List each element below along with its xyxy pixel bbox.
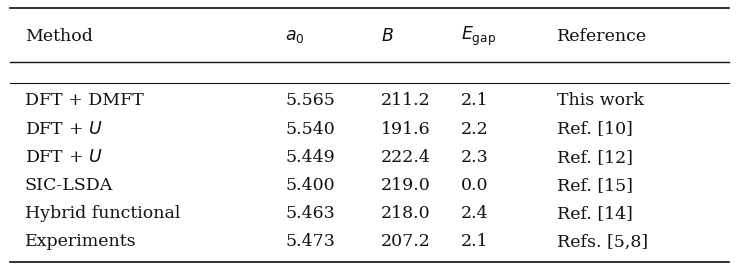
Text: 5.540: 5.540 [285,121,335,138]
Text: This work: This work [556,92,644,109]
Text: 207.2: 207.2 [381,234,430,250]
Text: SIC-LSDA: SIC-LSDA [25,177,113,194]
Text: Ref. [10]: Ref. [10] [556,121,633,138]
Text: Refs. [5,8]: Refs. [5,8] [556,234,647,250]
Text: 5.463: 5.463 [285,205,335,222]
Text: 5.400: 5.400 [285,177,335,194]
Text: 0.0: 0.0 [461,177,488,194]
Text: 218.0: 218.0 [381,205,430,222]
Text: Reference: Reference [556,28,647,45]
Text: Ref. [15]: Ref. [15] [556,177,633,194]
Text: DFT + $U$: DFT + $U$ [25,121,102,138]
Text: Method: Method [25,28,92,45]
Text: 2.3: 2.3 [461,149,489,166]
Text: 222.4: 222.4 [381,149,430,166]
Text: 2.1: 2.1 [461,234,488,250]
Text: DFT + $U$: DFT + $U$ [25,149,102,166]
Text: $a_0$: $a_0$ [285,28,304,45]
Text: DFT + DMFT: DFT + DMFT [25,92,143,109]
Text: 5.565: 5.565 [285,92,335,109]
Text: 211.2: 211.2 [381,92,430,109]
Text: Ref. [12]: Ref. [12] [556,149,633,166]
Text: 219.0: 219.0 [381,177,430,194]
Text: 2.4: 2.4 [461,205,488,222]
Text: 191.6: 191.6 [381,121,430,138]
Text: 5.449: 5.449 [285,149,335,166]
Text: 2.2: 2.2 [461,121,489,138]
Text: Hybrid functional: Hybrid functional [25,205,180,222]
Text: Experiments: Experiments [25,234,137,250]
Text: Ref. [14]: Ref. [14] [556,205,633,222]
Text: 2.1: 2.1 [461,92,488,109]
Text: $B$: $B$ [381,28,393,45]
Text: 5.473: 5.473 [285,234,335,250]
Text: $E_{\rm gap}$: $E_{\rm gap}$ [461,25,497,48]
